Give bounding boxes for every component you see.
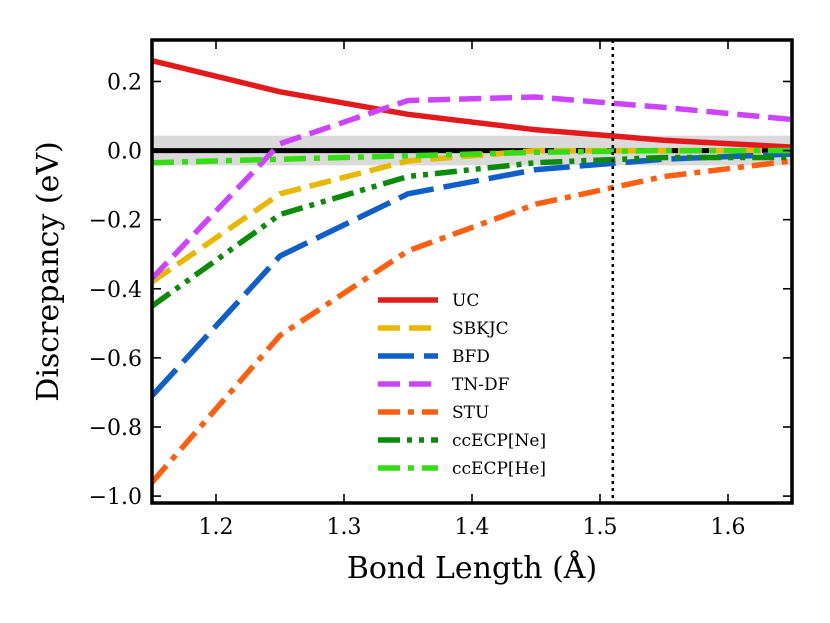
series-line-uc xyxy=(151,58,793,150)
y-tick-label: 0.2 xyxy=(107,70,142,95)
y-tick-label: −0.6 xyxy=(89,347,142,372)
series-line-bfd xyxy=(149,151,793,398)
plot-frame xyxy=(150,38,794,505)
x-tick-label: 1.3 xyxy=(327,515,362,540)
y-tick-label: −0.2 xyxy=(89,209,142,234)
x-tick-label: 1.6 xyxy=(711,515,746,540)
ticks-layer: 1.2 1.3 1.4 1.5 1.6 0.2 0.0 −0.2 −0.4 −0.6 −0.8 −1.… xyxy=(89,40,792,540)
legend-label: STU xyxy=(452,403,489,423)
y-tick-label: −0.4 xyxy=(89,278,142,303)
legend-label: TN-DF xyxy=(452,375,510,395)
y-tick-label: −0.8 xyxy=(89,416,142,441)
x-tick-label: 1.5 xyxy=(583,515,618,540)
x-tick-label: 1.4 xyxy=(455,515,490,540)
legend: UC SBKJC BFD TN-DF STU ccECP[Ne] ccECP[He] xyxy=(378,291,546,479)
series-layer xyxy=(149,58,793,485)
x-axis-label: Bond Length (Å) xyxy=(347,550,597,586)
legend-label: SBKJC xyxy=(452,319,509,339)
legend-label: ccECP[Ne] xyxy=(452,431,546,451)
y-axis-label: Discrepancy (eV) xyxy=(31,141,66,401)
series-line-stu xyxy=(149,158,793,485)
y-tick-label: −1.0 xyxy=(89,485,142,510)
legend-label: BFD xyxy=(452,347,490,367)
x-tick-label: 1.2 xyxy=(199,515,234,540)
y-tick-label: 0.0 xyxy=(107,140,142,165)
series-line-ccecp-he xyxy=(151,147,792,166)
legend-label: ccECP[He] xyxy=(452,459,546,479)
legend-label: UC xyxy=(452,291,479,311)
series-line-tn-df xyxy=(150,94,793,281)
